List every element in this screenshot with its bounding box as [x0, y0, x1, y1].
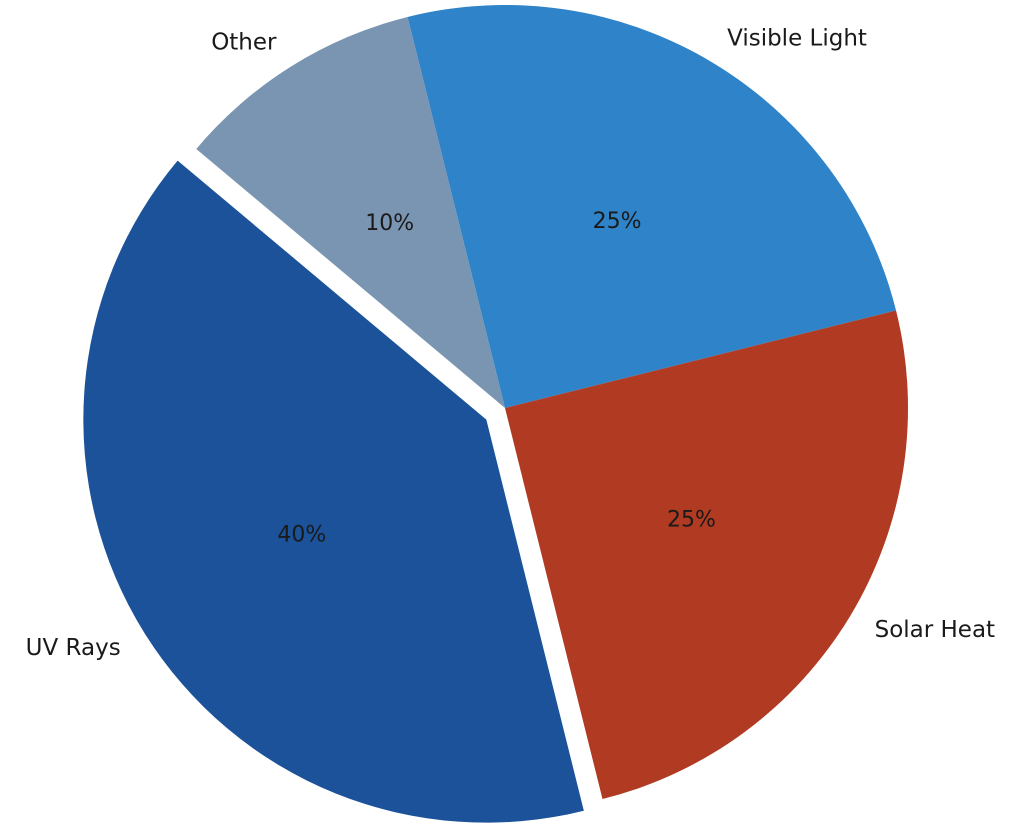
- pie-slice-other: [196, 16, 505, 408]
- pct-label-other: 10%: [365, 211, 414, 236]
- category-label-solar-heat: Solar Heat: [875, 617, 995, 643]
- pie-slice-solar-heat: [505, 310, 908, 800]
- pct-label-solar-heat: 25%: [667, 508, 716, 533]
- category-label-uv-rays: UV Rays: [26, 635, 121, 661]
- category-label-visible-light: Visible Light: [727, 25, 867, 51]
- pct-label-uv-rays: 40%: [277, 523, 326, 548]
- category-label-other: Other: [211, 29, 277, 55]
- pie-slice-visible-light: [407, 5, 897, 409]
- pie-slice-uv-rays: [83, 160, 584, 823]
- pct-label-visible-light: 25%: [593, 209, 642, 234]
